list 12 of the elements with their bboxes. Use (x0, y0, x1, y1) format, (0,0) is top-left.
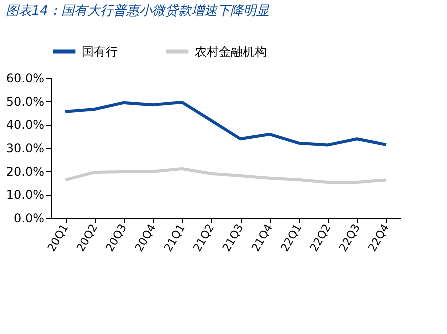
line-series (64, 168, 388, 184)
y-tick-label: 30.0% (6, 142, 44, 156)
chart-title: 图表14：国有大行普惠小微贷款增速下降明显 (6, 3, 270, 19)
y-tick-label: 20.0% (6, 164, 44, 179)
y-tick-label: 0.0% (14, 212, 44, 226)
y-tick-label: 40.0% (6, 118, 44, 132)
y-tick-label: 60.0% (6, 72, 44, 86)
line-series (64, 101, 388, 147)
y-tick-label: 10.0% (6, 188, 44, 202)
legend-label: 国有行 (82, 44, 118, 59)
y-tick-label: 50.0% (6, 94, 44, 109)
legend-label: 农村金融机构 (195, 44, 267, 59)
